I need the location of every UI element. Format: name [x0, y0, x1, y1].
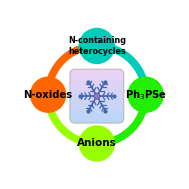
Bar — [70, 119, 124, 120]
Circle shape — [79, 28, 115, 64]
Bar — [70, 94, 124, 95]
Bar — [70, 77, 124, 78]
Bar — [70, 105, 124, 106]
Bar — [70, 105, 124, 106]
Bar — [70, 86, 124, 87]
Bar — [70, 111, 124, 112]
Bar — [70, 113, 124, 114]
Bar — [70, 83, 124, 84]
Bar — [70, 73, 124, 74]
Bar — [70, 78, 124, 79]
Bar — [70, 103, 124, 104]
Bar — [70, 70, 124, 71]
Bar — [70, 76, 124, 77]
Bar — [70, 120, 124, 121]
Circle shape — [30, 77, 66, 113]
Bar — [70, 112, 124, 113]
Bar — [70, 86, 124, 88]
Bar — [70, 92, 124, 93]
Bar — [70, 108, 124, 109]
Text: N-containing
heterocycles: N-containing heterocycles — [68, 36, 126, 56]
Bar — [70, 80, 124, 81]
Bar — [70, 72, 124, 73]
Bar — [70, 115, 124, 116]
Bar — [70, 94, 124, 95]
Bar — [70, 106, 124, 107]
FancyBboxPatch shape — [70, 69, 124, 123]
Bar — [70, 122, 124, 123]
Bar — [70, 99, 124, 100]
Bar — [70, 97, 124, 98]
Bar — [70, 101, 124, 102]
Bar — [70, 88, 124, 89]
Bar — [70, 74, 124, 75]
Bar — [70, 114, 124, 115]
Bar — [70, 104, 124, 105]
Polygon shape — [94, 93, 100, 99]
Bar — [70, 69, 124, 70]
Bar — [70, 115, 124, 116]
Bar — [70, 98, 124, 99]
Bar — [70, 95, 124, 96]
Bar — [70, 79, 124, 80]
Circle shape — [79, 125, 115, 162]
Bar — [70, 71, 124, 72]
Bar — [70, 82, 124, 83]
Bar — [70, 80, 124, 81]
Bar — [70, 103, 124, 104]
Bar — [70, 87, 124, 88]
Bar — [70, 99, 124, 100]
Bar — [70, 107, 124, 108]
Bar — [70, 117, 124, 118]
Bar — [70, 93, 124, 94]
Bar — [70, 74, 124, 75]
Bar — [70, 89, 124, 90]
Bar — [70, 109, 124, 110]
Bar — [70, 97, 124, 98]
Bar — [70, 85, 124, 86]
Bar — [70, 75, 124, 76]
Bar — [70, 110, 124, 111]
Bar — [70, 116, 124, 117]
Bar — [70, 109, 124, 110]
Bar — [70, 84, 124, 85]
Bar — [70, 84, 124, 85]
Bar — [70, 93, 124, 94]
Bar — [70, 82, 124, 83]
Bar — [70, 70, 124, 71]
Bar — [70, 81, 124, 82]
Bar — [70, 91, 124, 92]
Bar — [70, 118, 124, 119]
Bar — [70, 113, 124, 114]
Bar — [70, 107, 124, 108]
Bar — [70, 100, 124, 101]
Bar — [70, 117, 124, 118]
Text: Ph$_3$PSe: Ph$_3$PSe — [125, 88, 167, 102]
Bar — [70, 90, 124, 91]
Bar — [70, 72, 124, 73]
Circle shape — [127, 77, 164, 113]
Bar — [70, 78, 124, 79]
Bar — [70, 121, 124, 122]
Bar — [70, 96, 124, 97]
Bar — [70, 102, 124, 103]
Text: N-oxides: N-oxides — [24, 90, 73, 100]
Bar — [70, 111, 124, 112]
Bar — [70, 119, 124, 120]
Bar — [70, 76, 124, 77]
Text: Anions: Anions — [77, 139, 117, 149]
Bar — [70, 88, 124, 89]
